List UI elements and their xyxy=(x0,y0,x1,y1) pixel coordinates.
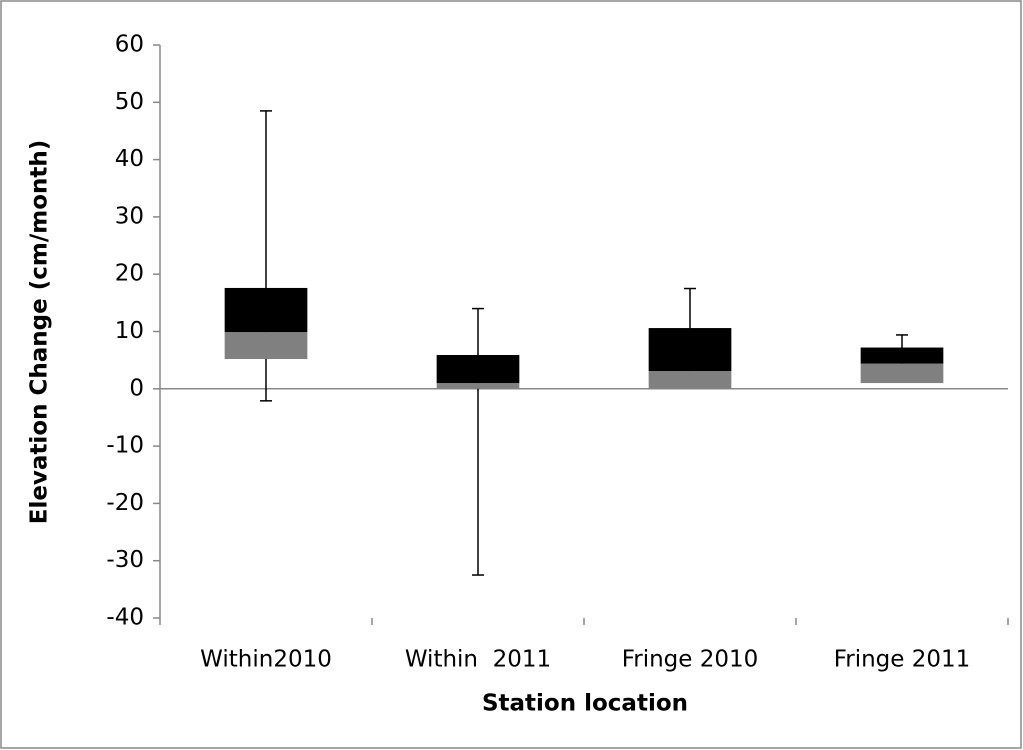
box-upper xyxy=(436,354,520,384)
x-axis-label: Station location xyxy=(482,691,688,717)
box-lower xyxy=(648,371,732,389)
box-lower xyxy=(224,332,308,360)
box-upper xyxy=(648,328,732,372)
y-tick-label: -40 xyxy=(106,605,144,631)
y-tick-label: 60 xyxy=(115,32,144,58)
y-tick-label: 10 xyxy=(115,318,144,344)
y-tick-label: -30 xyxy=(106,547,144,573)
y-tick-label: -10 xyxy=(106,433,144,459)
y-axis-label: Elevation Change (cm/month) xyxy=(27,140,53,525)
y-tick-label: 30 xyxy=(115,203,144,229)
y-tick-label: 20 xyxy=(115,261,144,287)
box-upper xyxy=(860,347,944,364)
y-tick-label: 0 xyxy=(129,375,144,401)
y-tick-label: -20 xyxy=(106,490,144,516)
y-tick-label: 50 xyxy=(115,89,144,115)
x-tick-label: Fringe 2011 xyxy=(834,647,971,673)
box-upper xyxy=(224,287,308,333)
x-tick-label: Within2010 xyxy=(200,647,332,673)
y-tick-label: 40 xyxy=(115,146,144,172)
box-lower xyxy=(860,363,944,384)
x-tick-label: Within 2011 xyxy=(405,647,551,673)
box-lower xyxy=(436,383,520,389)
x-tick-label: Fringe 2010 xyxy=(622,647,759,673)
